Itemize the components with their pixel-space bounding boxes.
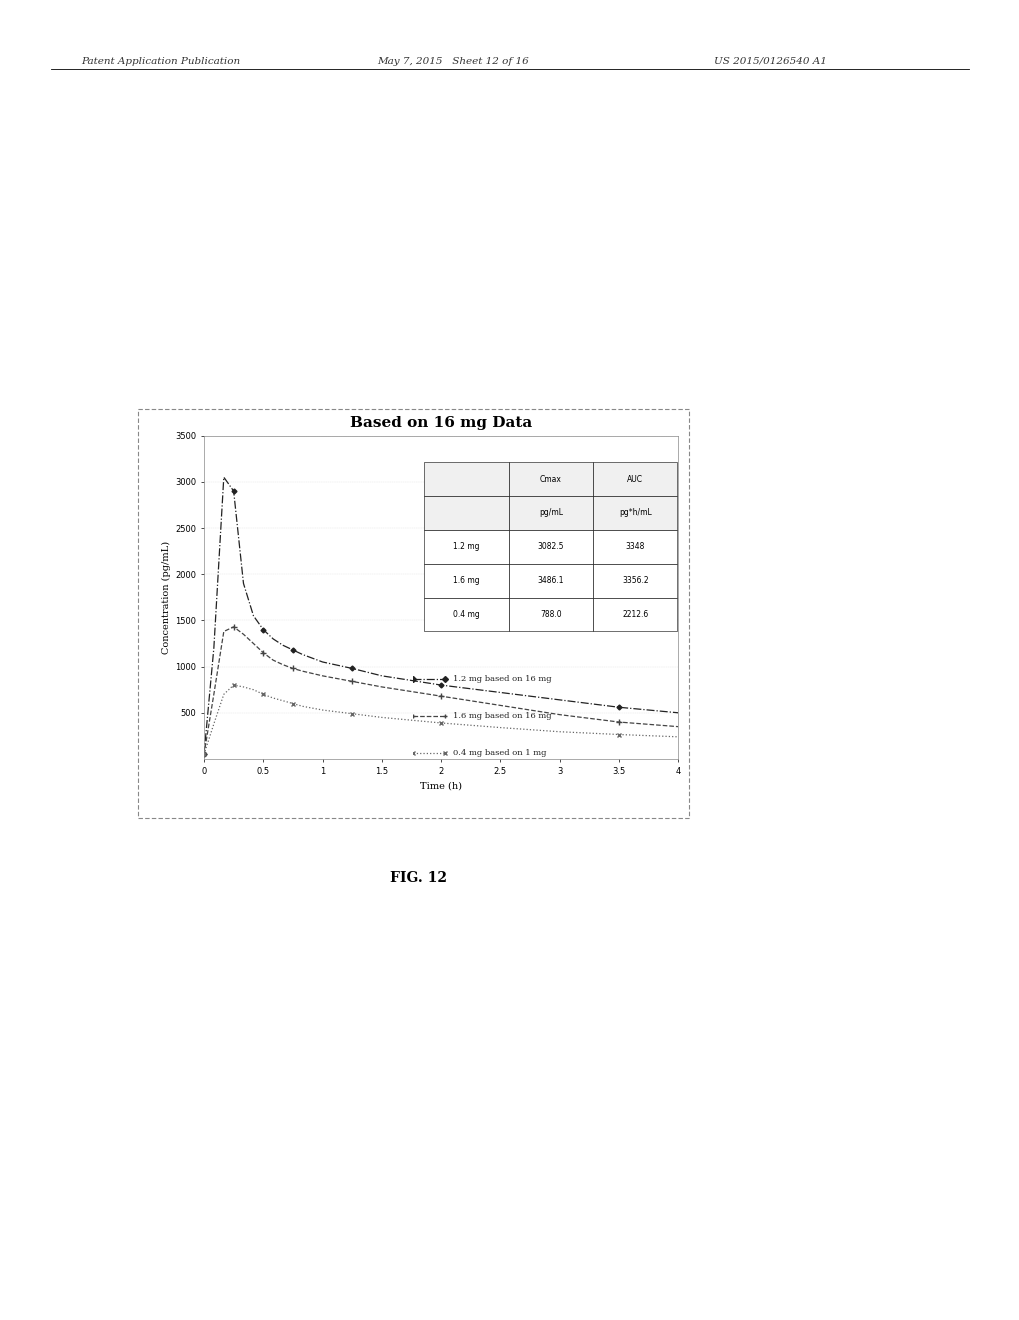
Text: May 7, 2015   Sheet 12 of 16: May 7, 2015 Sheet 12 of 16 [377,57,529,66]
Y-axis label: Concentration (pg/mL): Concentration (pg/mL) [162,541,171,653]
Title: Based on 16 mg Data: Based on 16 mg Data [350,416,532,430]
Text: Patent Application Publication: Patent Application Publication [82,57,240,66]
Text: 1.6 mg based on 16 mg: 1.6 mg based on 16 mg [452,711,551,721]
Text: 1.2 mg based on 16 mg: 1.2 mg based on 16 mg [452,676,551,684]
Text: FIG. 12: FIG. 12 [389,871,446,886]
Text: US 2015/0126540 A1: US 2015/0126540 A1 [713,57,826,66]
X-axis label: Time (h): Time (h) [420,781,462,791]
Text: 0.4 mg based on 1 mg: 0.4 mg based on 1 mg [452,748,546,756]
